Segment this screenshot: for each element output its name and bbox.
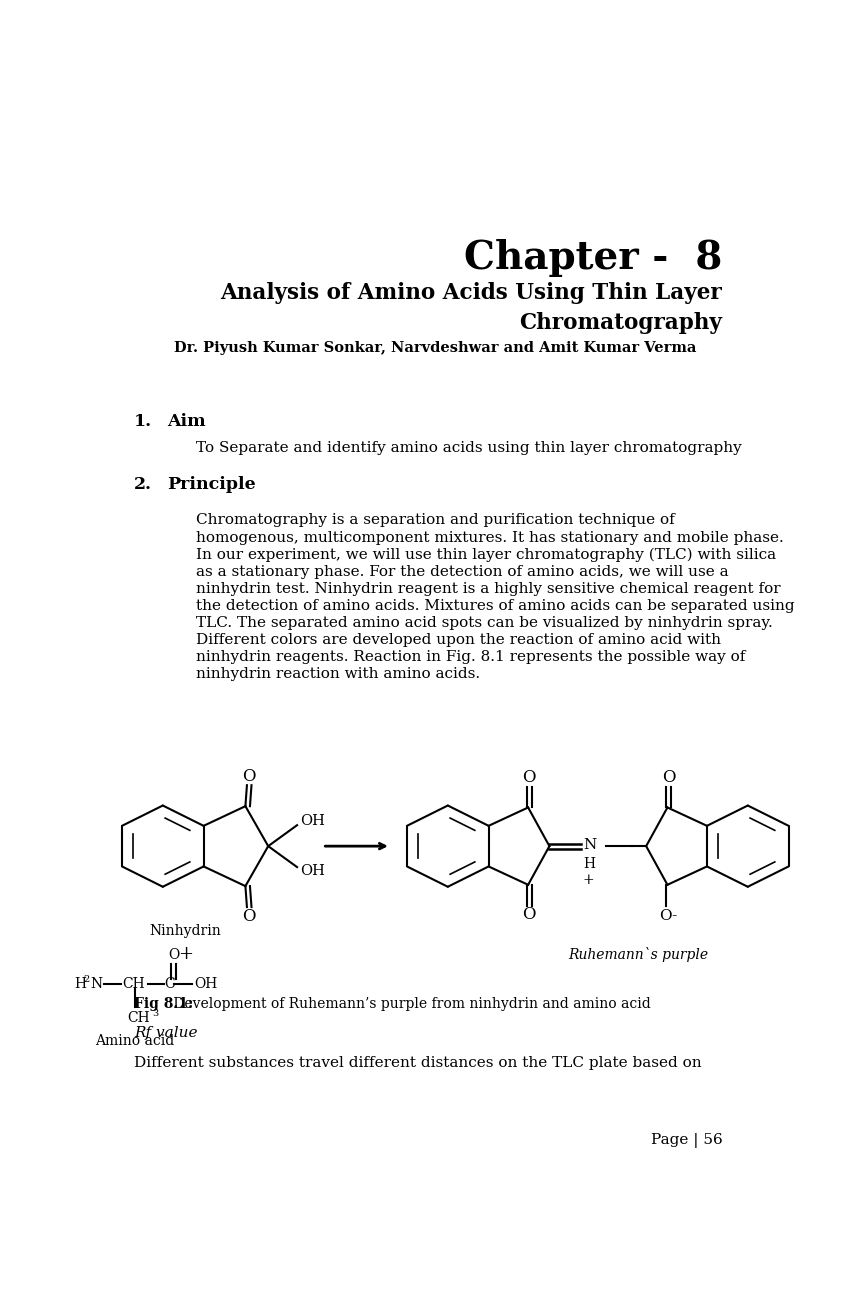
Text: 3: 3 [152,1009,158,1018]
Text: homogenous, multicomponent mixtures. It has stationary and mobile phase.: homogenous, multicomponent mixtures. It … [196,531,784,544]
Text: ninhydrin reagents. Reaction in Fig. 8.1 represents the possible way of: ninhydrin reagents. Reaction in Fig. 8.1… [196,650,745,664]
Text: the detection of amino acids. Mixtures of amino acids can be separated using: the detection of amino acids. Mixtures o… [196,599,795,612]
Text: Fig 8.1:: Fig 8.1: [134,997,193,1010]
Text: Different colors are developed upon the reaction of amino acid with: Different colors are developed upon the … [196,633,721,646]
Text: Ninhydrin: Ninhydrin [150,924,222,938]
Text: CH: CH [128,1010,150,1025]
Text: Chromatography is a separation and purification technique of: Chromatography is a separation and purif… [196,514,675,527]
Text: O: O [662,769,676,786]
Text: Analysis of Amino Acids Using Thin Layer: Analysis of Amino Acids Using Thin Layer [221,283,722,305]
Text: Chapter -  8: Chapter - 8 [464,239,722,276]
Text: To Separate and identify amino acids using thin layer chromatography: To Separate and identify amino acids usi… [196,442,742,455]
Text: O: O [167,947,179,962]
Text: O: O [241,767,255,784]
Text: CH: CH [122,976,144,991]
Text: O: O [523,907,536,924]
Text: N: N [91,976,103,991]
Text: Different substances travel different distances on the TLC plate based on: Different substances travel different di… [134,1055,702,1070]
Text: Principle: Principle [167,477,256,494]
Text: ninhydrin reaction with amino acids.: ninhydrin reaction with amino acids. [196,668,480,681]
Text: Page | 56: Page | 56 [650,1133,722,1148]
Text: O-: O- [660,909,677,924]
Text: ninhydrin test. Ninhydrin reagent is a highly sensitive chemical reagent for: ninhydrin test. Ninhydrin reagent is a h… [196,582,781,595]
Text: O: O [241,908,255,925]
Text: TLC. The separated amino acid spots can be visualized by ninhydrin spray.: TLC. The separated amino acid spots can … [196,616,773,629]
Text: Chromatography: Chromatography [519,311,722,334]
Text: Rf value: Rf value [134,1026,198,1041]
Text: OH: OH [300,815,325,828]
Text: +: + [583,874,594,887]
Text: Aim: Aim [167,414,206,430]
Text: 2: 2 [84,975,90,984]
Text: In our experiment, we will use thin layer chromatography (TLC) with silica: In our experiment, we will use thin laye… [196,548,776,562]
Text: N: N [583,838,596,853]
Text: Ruhemann`s purple: Ruhemann`s purple [568,947,708,962]
Text: H: H [583,858,595,871]
Text: H: H [74,976,86,991]
Text: 1.: 1. [134,414,152,430]
Text: OH: OH [300,865,325,878]
Text: C: C [164,976,175,991]
Text: 2.: 2. [134,477,152,494]
Text: as a stationary phase. For the detection of amino acids, we will use a: as a stationary phase. For the detection… [196,565,728,578]
Text: O: O [523,769,536,786]
Text: Dr. Piyush Kumar Sonkar, Narvdeshwar and Amit Kumar Verma: Dr. Piyush Kumar Sonkar, Narvdeshwar and… [174,340,697,355]
Text: Amino acid: Amino acid [95,1034,174,1049]
Text: OH: OH [194,976,218,991]
Text: +: + [178,945,193,963]
Text: Development of Ruhemann’s purple from ninhydrin and amino acid: Development of Ruhemann’s purple from ni… [169,997,651,1010]
